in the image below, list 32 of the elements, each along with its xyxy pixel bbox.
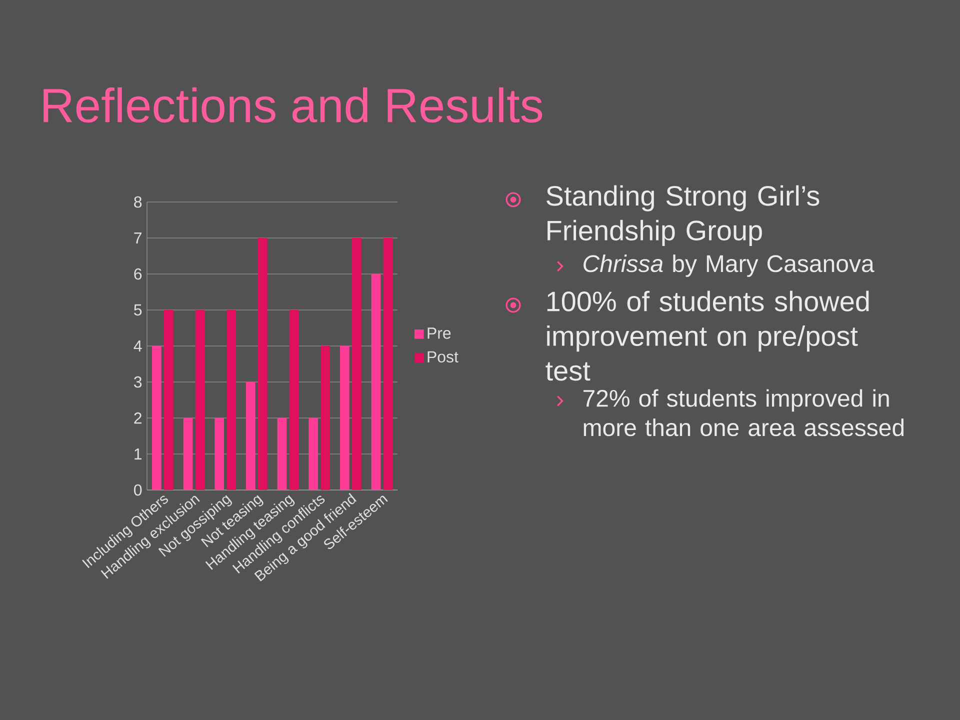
bar	[320, 346, 330, 490]
bar	[246, 382, 256, 490]
bar	[164, 310, 174, 490]
bar	[258, 238, 268, 490]
y-tick-label: 5	[134, 304, 142, 316]
chart-title: Reflections and Results	[44, 87, 542, 123]
y-tick-label: 4	[134, 340, 142, 352]
y-tick-label: 1	[134, 448, 142, 460]
text: Standing Strong Girl’s Friendship Group	[546, 185, 820, 246]
legend-label: Pre	[428, 328, 451, 339]
bar	[289, 310, 299, 490]
bar	[371, 274, 381, 490]
legend-label: Post	[428, 351, 458, 362]
bar	[340, 346, 350, 490]
y-tick-label: 3	[134, 376, 142, 388]
bar	[383, 238, 393, 490]
bar	[226, 310, 236, 490]
y-tick-label: 0	[134, 484, 142, 496]
bar	[214, 418, 224, 490]
y-tick-label: 6	[134, 268, 142, 280]
bar	[308, 418, 318, 490]
text: 100% of students showed improvement on pre/post test	[546, 290, 869, 381]
bar	[183, 418, 193, 490]
bar	[152, 346, 162, 490]
text: 72% of students improved in more than one area assessed	[584, 389, 904, 436]
y-tick-label: 8	[134, 196, 142, 208]
y-tick-label: 7	[134, 232, 142, 244]
bar	[195, 310, 205, 490]
bar	[277, 418, 287, 490]
bar	[352, 238, 362, 490]
text: Chrissa by Mary Casanova	[584, 254, 874, 277]
y-tick-label: 2	[134, 412, 142, 424]
